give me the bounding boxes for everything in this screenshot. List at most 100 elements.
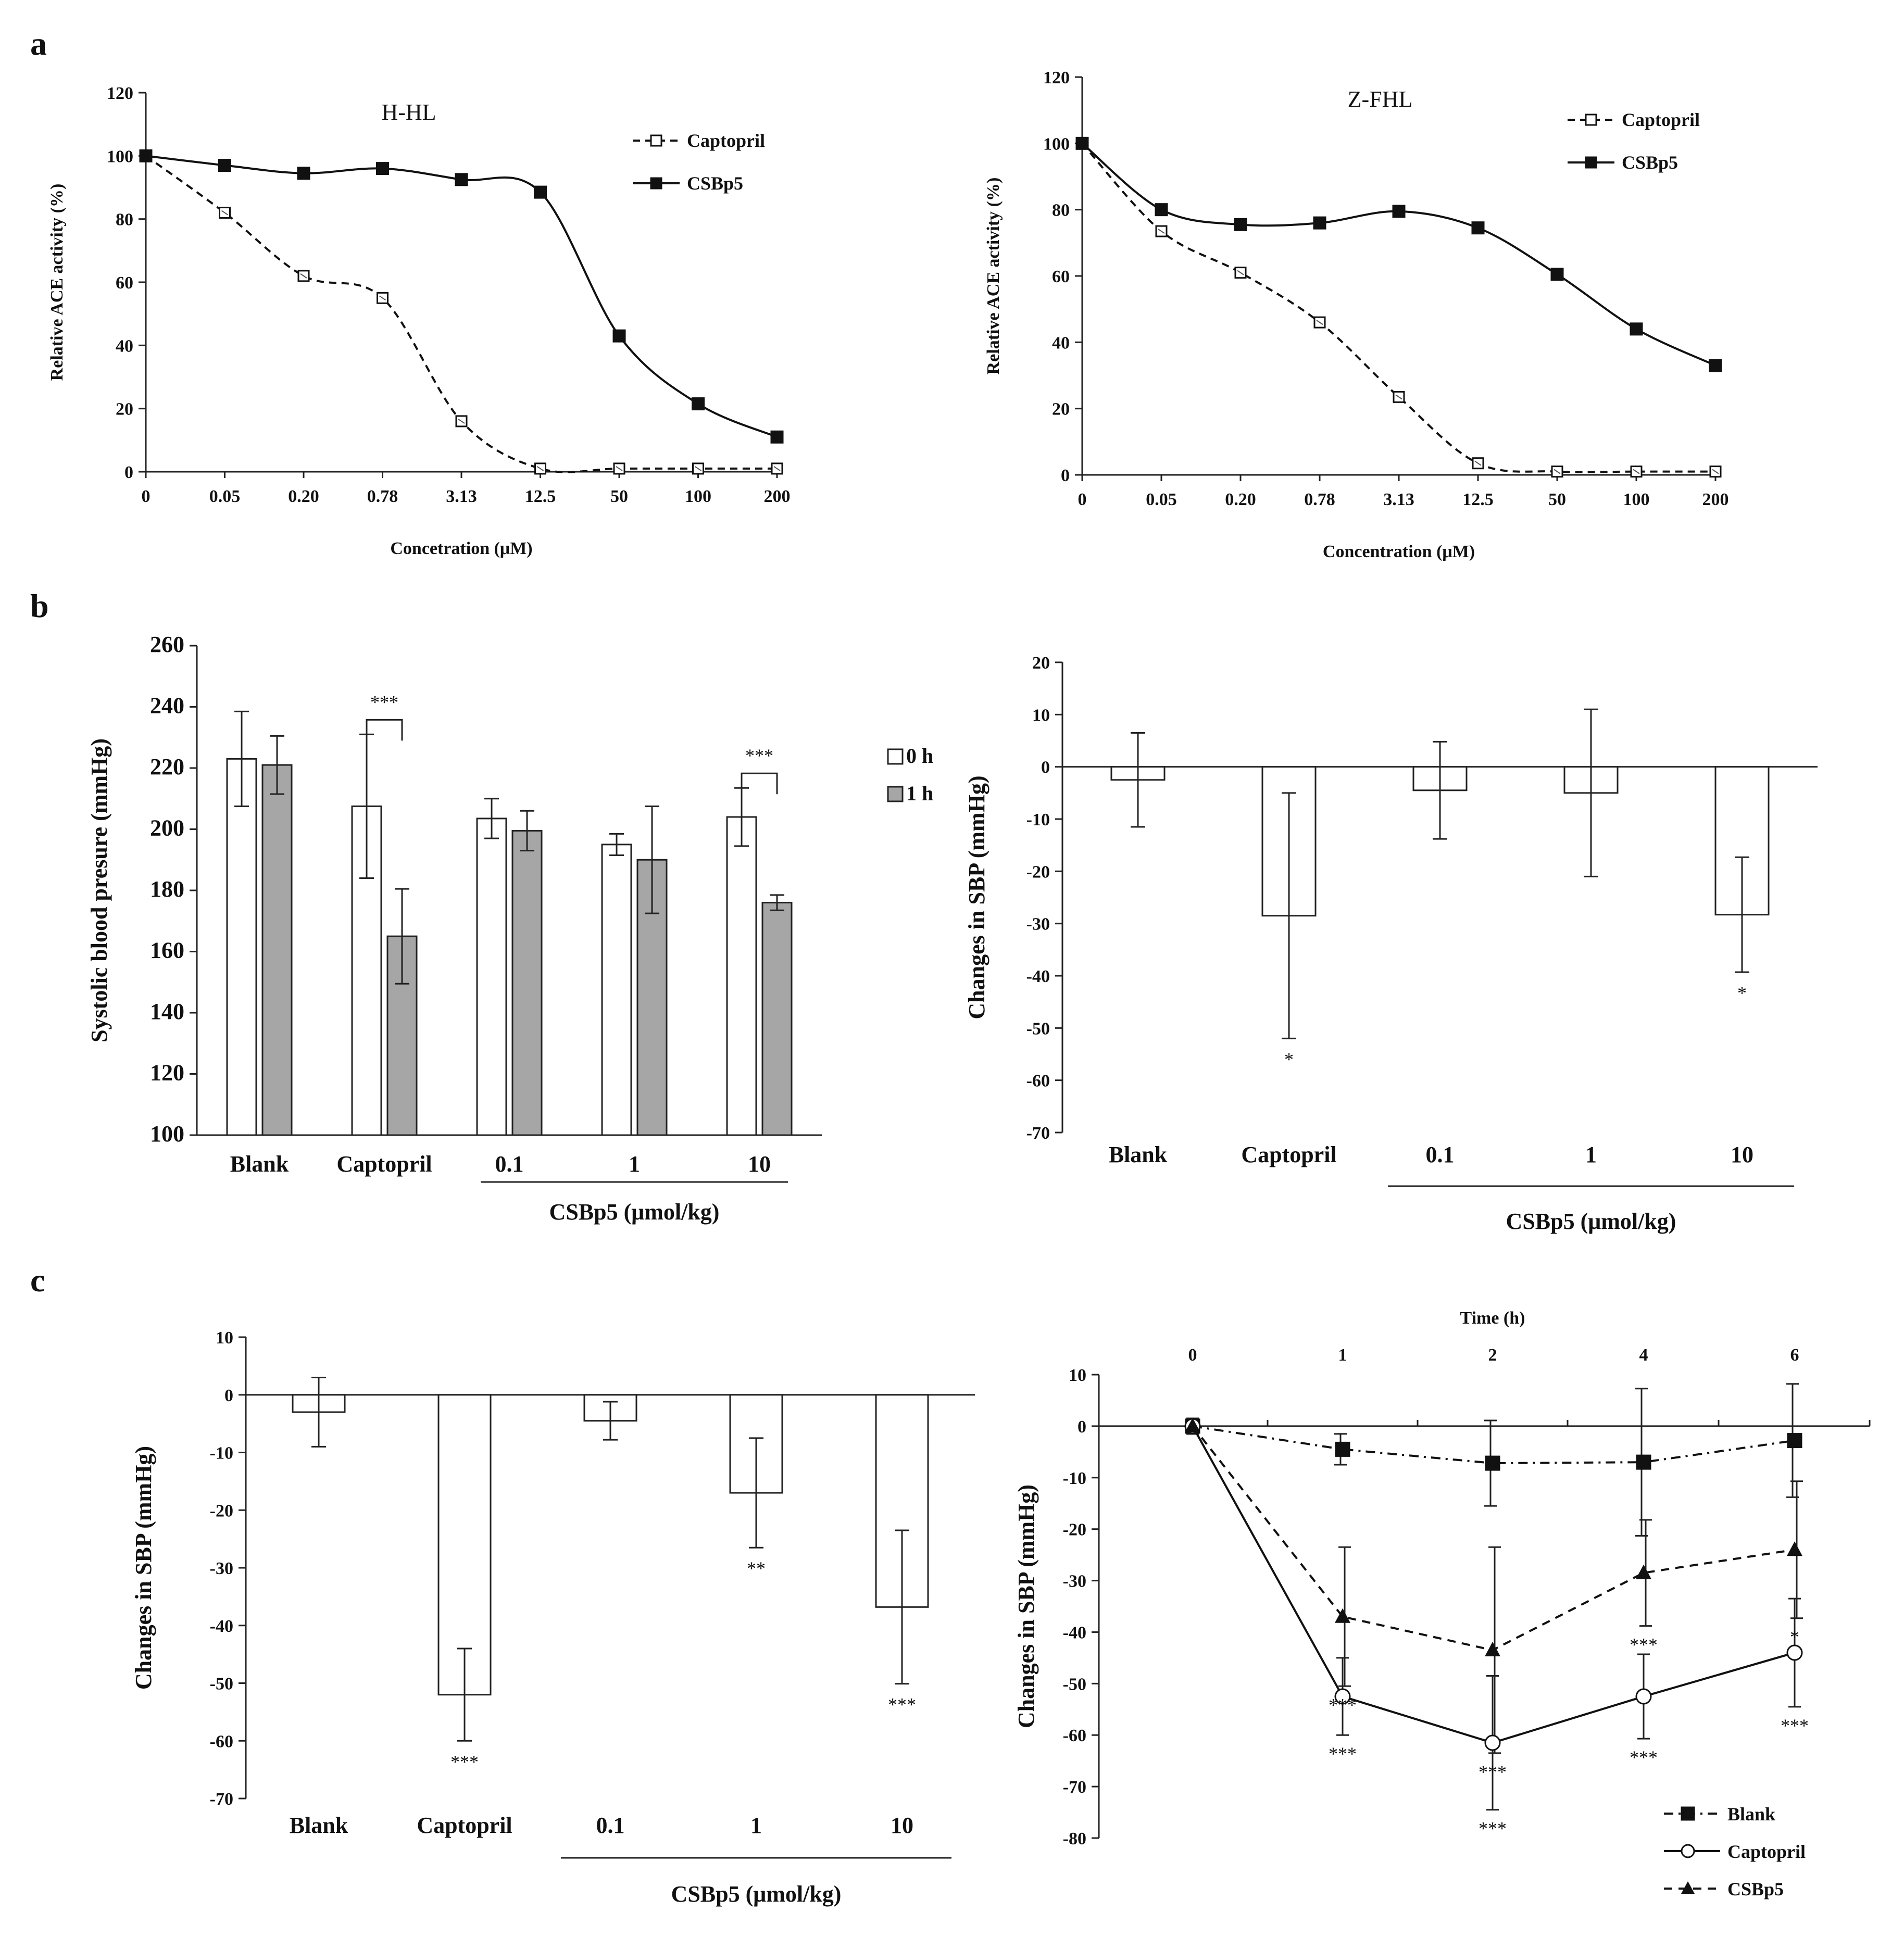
x-category-label: Captopril <box>1241 1142 1336 1167</box>
y-tick-label: -60 <box>210 1732 233 1751</box>
legend-marker <box>1681 1881 1695 1894</box>
legend-label: Captopril <box>687 130 765 151</box>
legend-label: 1 h <box>906 782 933 805</box>
y-tick-label: -40 <box>1026 967 1050 986</box>
y-tick-label: 80 <box>116 210 133 230</box>
data-point-detail <box>1237 270 1244 275</box>
y-tick-label: 20 <box>1052 400 1070 419</box>
y-tick-label: 80 <box>1052 201 1070 220</box>
data-point-detail <box>773 466 781 471</box>
data-point-csbp5 <box>1471 221 1485 235</box>
significance-bracket <box>741 772 778 795</box>
x-tick-label: 6 <box>1790 1345 1799 1365</box>
significance-mark: * <box>1790 1627 1799 1647</box>
y-tick-label: -10 <box>1026 810 1050 829</box>
chart-title: Z-FHL <box>1348 86 1413 112</box>
x-category-label: Captopril <box>336 1151 432 1177</box>
y-tick-label: 120 <box>150 1060 184 1086</box>
chart-sbp-change-b: -70 -60 -50 -40 -30 -20 -10 0 10 20 Changes in SBP… <box>964 653 1818 1234</box>
data-point-detail <box>1474 460 1482 466</box>
y-tick-label: -60 <box>1026 1072 1050 1091</box>
panel-label-a: a <box>30 25 47 62</box>
y-tick-label: 0 <box>1061 466 1070 485</box>
y-tick-label: -30 <box>1026 915 1050 934</box>
data-point-blank <box>1636 1454 1651 1470</box>
data-point-detail <box>616 466 623 471</box>
x-category-label: 1 <box>750 1813 762 1838</box>
y-axis-label: Changes in SBP (mmHg) <box>1013 1485 1039 1728</box>
data-point-detail <box>1554 469 1561 474</box>
data-point-captopril <box>1786 1644 1803 1661</box>
data-point-blank <box>1335 1441 1350 1457</box>
y-tick-label: -10 <box>210 1444 233 1463</box>
y-tick-label: -30 <box>210 1559 233 1578</box>
x-tick-label: 0.20 <box>1225 490 1256 509</box>
data-point-csbp5 <box>1234 218 1247 231</box>
x-category-label: 1 <box>629 1151 640 1177</box>
y-tick-label: -60 <box>1063 1726 1086 1745</box>
y-tick-label: 0 <box>224 1386 233 1405</box>
x-tick-label: 100 <box>685 487 711 506</box>
data-point-csbp5 <box>1313 216 1326 230</box>
y-tick-label: -30 <box>1063 1572 1086 1591</box>
significance-mark: * <box>1737 983 1747 1003</box>
y-tick-label: 10 <box>1032 706 1050 725</box>
legend-label: 0 h <box>906 744 933 768</box>
x-tick-label: 0 <box>1078 490 1087 509</box>
data-point-csbp5 <box>1155 203 1168 217</box>
x-tick-label: 0.20 <box>288 487 319 506</box>
y-tick-label: 100 <box>1043 134 1070 154</box>
data-point-blank <box>1787 1433 1802 1449</box>
y-tick-label: 60 <box>116 273 133 293</box>
x-tick-label: 50 <box>1548 490 1566 509</box>
y-tick-label: 0 <box>1041 758 1050 777</box>
y-tick-label: 100 <box>107 147 133 166</box>
bar <box>437 1394 492 1696</box>
significance-mark: *** <box>1630 1747 1658 1768</box>
significance-mark: *** <box>1329 1694 1357 1715</box>
legend-swatch <box>887 786 904 802</box>
x-category-label: 10 <box>1731 1142 1753 1167</box>
y-tick-label: 20 <box>1032 653 1050 673</box>
legend-marker <box>1585 114 1597 126</box>
x-category-label: 0.1 <box>1426 1142 1455 1167</box>
data-point-csbp5 <box>1709 359 1722 372</box>
data-point-detail <box>221 210 229 216</box>
data-point-csbp5 <box>218 159 231 172</box>
data-point-csbp5 <box>534 185 547 199</box>
data-point-detail <box>694 466 702 471</box>
y-tick-label: 120 <box>1043 68 1070 87</box>
data-point-csbp5 <box>1630 322 1643 336</box>
x-tick-label: 0.78 <box>367 487 398 506</box>
y-tick-label: -70 <box>210 1790 233 1809</box>
y-tick-label: 0 <box>124 463 133 482</box>
y-tick-label: -80 <box>1063 1829 1086 1848</box>
y-tick-label: 220 <box>150 754 184 779</box>
data-point-csbp5 <box>612 329 626 343</box>
significance-mark: *** <box>888 1694 916 1715</box>
data-point-csbp5 <box>1335 1608 1350 1623</box>
data-point-csbp5 <box>376 162 389 175</box>
y-tick-label: 200 <box>150 815 184 841</box>
y-tick-label: -70 <box>1026 1124 1050 1143</box>
series-line-captopril <box>145 155 777 473</box>
y-axis-label: Changes in SBP (mmHg) <box>131 1446 156 1690</box>
significance-mark: *** <box>1781 1715 1809 1736</box>
y-tick-label: 40 <box>1052 333 1070 353</box>
bar-1h <box>761 902 793 1136</box>
x-tick-label: 12.5 <box>525 487 556 506</box>
x-tick-label: 200 <box>764 487 791 506</box>
bar-1h <box>261 764 293 1136</box>
significance-mark: *** <box>370 691 398 712</box>
chart-z-fhl: 0 20 40 60 80 100 120 0 0.05 0.20 0.78 3.13 12.5 50 10… <box>984 68 1729 561</box>
x-tick-label: 12.5 <box>1462 490 1494 509</box>
x-tick-label: 50 <box>610 487 628 506</box>
x-tick-label: 2 <box>1488 1345 1497 1365</box>
data-point-csbp5 <box>1392 205 1406 218</box>
x-tick-label: 0.05 <box>209 487 241 506</box>
y-tick-label: 60 <box>1052 267 1070 286</box>
data-point-detail <box>1633 469 1640 474</box>
data-point-blank <box>1485 1455 1500 1471</box>
data-point-csbp5 <box>1787 1541 1802 1556</box>
